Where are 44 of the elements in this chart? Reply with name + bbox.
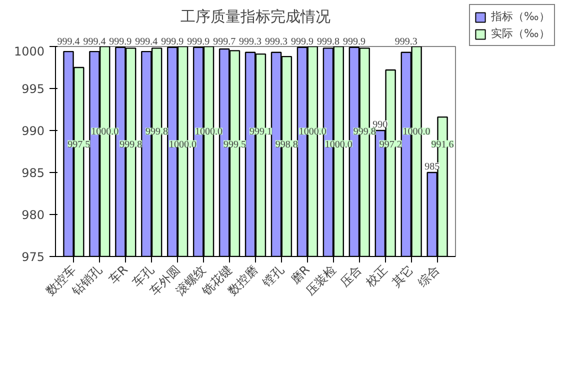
data-label: 999.3 [394, 36, 418, 48]
data-label: 999.4 [135, 36, 158, 48]
data-label: 991.6 [431, 139, 454, 150]
data-label: 999.4 [57, 36, 80, 48]
y-tick-label: 990 [22, 124, 44, 138]
data-label: 999.8 [120, 139, 142, 150]
legend-label: 指标（‰） [491, 9, 550, 24]
data-label: 1000.0 [91, 126, 119, 138]
x-tick-label: 镗孔 [258, 262, 286, 290]
chart-title: 工序质量指标完成情况 [180, 8, 330, 26]
data-label: 999.9 [187, 36, 210, 48]
y-tick-label: 1000 [14, 44, 45, 58]
data-label: 1000.0 [402, 126, 430, 138]
data-label: 999.9 [109, 36, 132, 48]
data-label: 999.8 [146, 126, 168, 138]
data-label: 1000.0 [194, 126, 222, 138]
x-tick-label: 车R [106, 262, 131, 287]
data-label: 998.8 [275, 139, 298, 150]
y-tick-label: 975 [22, 250, 44, 264]
data-label: 997.2 [379, 139, 402, 150]
x-tick-label: 其它 [389, 262, 416, 290]
x-tick-label: 综合 [415, 262, 442, 290]
y-tick-label: 985 [22, 166, 44, 180]
data-label: 999.8 [316, 36, 340, 48]
data-label: 999.9 [291, 36, 314, 48]
data-label: 997.5 [68, 139, 90, 150]
x-tick-label: 校正 [362, 262, 390, 290]
data-label: 999.3 [265, 36, 288, 48]
data-label: 999.9 [161, 36, 184, 48]
data-label: 999.4 [83, 36, 106, 48]
y-tick-label: 995 [22, 82, 44, 96]
data-label: 999.3 [239, 36, 262, 48]
x-tick-label: 压合 [337, 262, 364, 290]
data-label: 999.8 [353, 126, 376, 138]
data-label: 985 [424, 162, 440, 172]
data-label: 999.1 [249, 126, 272, 138]
data-label: 1000.0 [324, 139, 352, 150]
y-tick-label: 980 [22, 208, 44, 222]
data-label: 1000.0 [169, 139, 197, 150]
data-label: 999.5 [223, 139, 246, 150]
data-label: 999.9 [342, 36, 366, 48]
data-label: 999.7 [213, 36, 236, 48]
legend-label: 实际（‰） [491, 26, 550, 41]
data-label: 1000.0 [298, 126, 326, 138]
